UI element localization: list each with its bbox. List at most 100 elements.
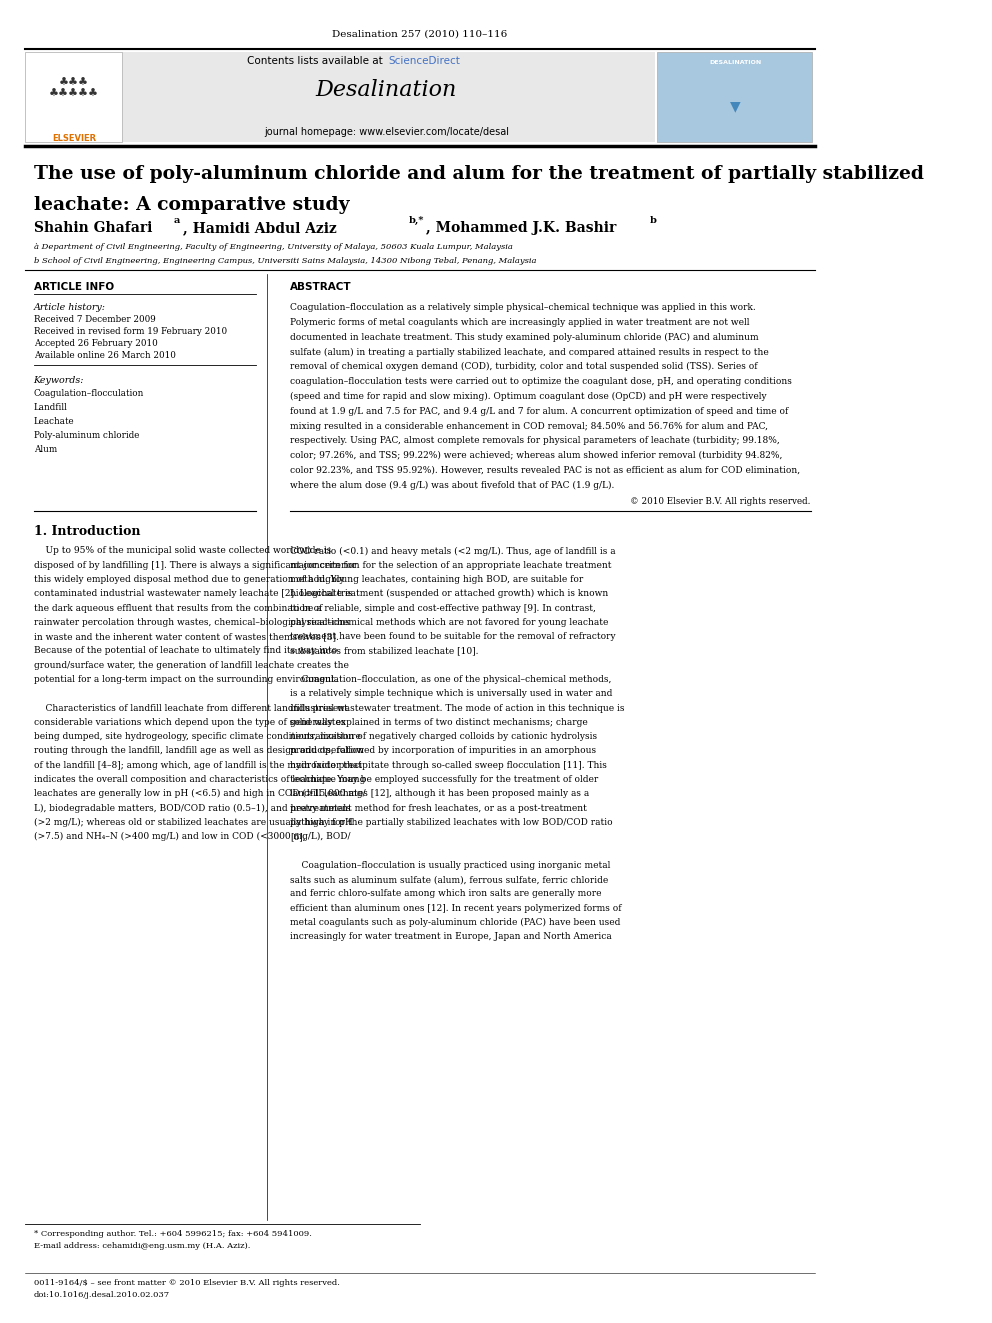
Text: ▼: ▼: [730, 99, 740, 114]
Text: L), biodegradable matters, BOD/COD ratio (0.5–1), and heavy metals: L), biodegradable matters, BOD/COD ratio…: [34, 803, 350, 812]
Text: Coagulation–flocculation, as one of the physical–chemical methods,: Coagulation–flocculation, as one of the …: [290, 675, 611, 684]
Text: treatment have been found to be suitable for the removal of refractory: treatment have been found to be suitable…: [290, 632, 615, 642]
Text: Coagulation–flocculation: Coagulation–flocculation: [34, 389, 144, 398]
Text: coagulation–flocculation tests were carried out to optimize the coagulant dose, : coagulation–flocculation tests were carr…: [290, 377, 792, 386]
Text: substances from stabilized leachate [10].: substances from stabilized leachate [10]…: [290, 647, 478, 655]
FancyBboxPatch shape: [657, 52, 812, 142]
Text: Polymeric forms of metal coagulants which are increasingly applied in water trea: Polymeric forms of metal coagulants whic…: [290, 318, 749, 327]
Text: ABSTRACT: ABSTRACT: [290, 282, 351, 292]
Text: physical–chemical methods which are not favored for young leachate: physical–chemical methods which are not …: [290, 618, 608, 627]
Text: metal coagulants such as poly-aluminum chloride (PAC) have been used: metal coagulants such as poly-aluminum c…: [290, 918, 620, 927]
Text: industrial wastewater treatment. The mode of action in this technique is: industrial wastewater treatment. The mod…: [290, 704, 624, 713]
Text: being dumped, site hydrogeology, specific climate conditions, moisture: being dumped, site hydrogeology, specifi…: [34, 732, 360, 741]
Text: potential for a long-term impact on the surrounding environment.: potential for a long-term impact on the …: [34, 675, 337, 684]
Text: Available online 26 March 2010: Available online 26 March 2010: [34, 351, 176, 360]
Text: Received 7 December 2009: Received 7 December 2009: [34, 315, 156, 324]
Text: Characteristics of landfill leachate from different landfills present: Characteristics of landfill leachate fro…: [34, 704, 347, 713]
Text: Shahin Ghafari: Shahin Ghafari: [34, 221, 157, 235]
Text: (>2 mg/L); whereas old or stabilized leachates are usually high in pH: (>2 mg/L); whereas old or stabilized lea…: [34, 818, 352, 827]
Text: rainwater percolation through wastes, chemical–biological reactions: rainwater percolation through wastes, ch…: [34, 618, 349, 627]
Text: generally explained in terms of two distinct mechanisms; charge: generally explained in terms of two dist…: [290, 718, 587, 726]
FancyBboxPatch shape: [122, 52, 656, 142]
Text: and ferric chloro-sulfate among which iron salts are generally more: and ferric chloro-sulfate among which ir…: [290, 889, 601, 898]
FancyBboxPatch shape: [25, 52, 122, 142]
Text: b,*: b,*: [409, 216, 425, 225]
Text: biological treatment (suspended or attached growth) which is known: biological treatment (suspended or attac…: [290, 589, 608, 598]
Text: disposed of by landfilling [1]. There is always a significant concern for: disposed of by landfilling [1]. There is…: [34, 561, 356, 570]
Text: Because of the potential of leachate to ultimately find its way into: Because of the potential of leachate to …: [34, 647, 337, 655]
Text: Contents lists available at: Contents lists available at: [247, 56, 387, 66]
Text: of the landfill [4–8]; among which, age of landfill is the main factor that: of the landfill [4–8]; among which, age …: [34, 761, 362, 770]
Text: Accepted 26 February 2010: Accepted 26 February 2010: [34, 339, 158, 348]
Text: Landfill: Landfill: [34, 402, 67, 411]
Text: ELSEVIER: ELSEVIER: [52, 134, 96, 143]
Text: hydroxide precipitate through so-called sweep flocculation [11]. This: hydroxide precipitate through so-called …: [290, 761, 607, 770]
Text: is a relatively simple technique which is universally used in water and: is a relatively simple technique which i…: [290, 689, 612, 699]
Text: landfill leachates [12], although it has been proposed mainly as a: landfill leachates [12], although it has…: [290, 790, 589, 798]
Text: sulfate (alum) in treating a partially stabilized leachate, and compared attaine: sulfate (alum) in treating a partially s…: [290, 348, 769, 356]
Text: products, followed by incorporation of impurities in an amorphous: products, followed by incorporation of i…: [290, 746, 596, 755]
Text: documented in leachate treatment. This study examined poly-aluminum chloride (PA: documented in leachate treatment. This s…: [290, 332, 759, 341]
Text: Desalination 257 (2010) 110–116: Desalination 257 (2010) 110–116: [332, 29, 508, 38]
Text: (speed and time for rapid and slow mixing). Optimum coagulant dose (OpCD) and pH: (speed and time for rapid and slow mixin…: [290, 392, 767, 401]
Text: pretreatment method for fresh leachates, or as a post-treatment: pretreatment method for fresh leachates,…: [290, 803, 586, 812]
Text: Coagulation–flocculation as a relatively simple physical–chemical technique was : Coagulation–flocculation as a relatively…: [290, 303, 756, 312]
Text: Coagulation–flocculation is usually practiced using inorganic metal: Coagulation–flocculation is usually prac…: [290, 861, 610, 869]
Text: considerable variations which depend upon the type of solid wastes: considerable variations which depend upo…: [34, 718, 345, 726]
Text: DESALINATION: DESALINATION: [709, 60, 761, 65]
Text: Alum: Alum: [34, 445, 57, 454]
Text: mixing resulted in a considerable enhancement in COD removal; 84.50% and 56.76% : mixing resulted in a considerable enhanc…: [290, 422, 768, 430]
Text: Article history:: Article history:: [34, 303, 105, 312]
Text: ground/surface water, the generation of landfill leachate creates the: ground/surface water, the generation of …: [34, 660, 348, 669]
Text: to be a reliable, simple and cost-effective pathway [9]. In contrast,: to be a reliable, simple and cost-effect…: [290, 603, 595, 613]
Text: ♣♣♣
♣♣♣♣♣: ♣♣♣ ♣♣♣♣♣: [49, 78, 99, 99]
Text: Leachate: Leachate: [34, 417, 74, 426]
Text: method. Young leachates, containing high BOD, are suitable for: method. Young leachates, containing high…: [290, 576, 583, 583]
Text: The use of poly-aluminum chloride and alum for the treatment of partially stabil: The use of poly-aluminum chloride and al…: [34, 165, 924, 184]
Text: 1. Introduction: 1. Introduction: [34, 525, 140, 538]
Text: E-mail address: cehamidi@eng.usm.my (H.A. Aziz).: E-mail address: cehamidi@eng.usm.my (H.A…: [34, 1242, 250, 1250]
Text: major criterion for the selection of an appropriate leachate treatment: major criterion for the selection of an …: [290, 561, 611, 570]
Text: removal of chemical oxygen demand (COD), turbidity, color and total suspended so: removal of chemical oxygen demand (COD),…: [290, 363, 757, 372]
Text: b: b: [650, 216, 657, 225]
Text: leachate: A comparative study: leachate: A comparative study: [34, 196, 349, 214]
Text: ScienceDirect: ScienceDirect: [388, 56, 460, 66]
Text: doi:10.1016/j.desal.2010.02.037: doi:10.1016/j.desal.2010.02.037: [34, 1291, 170, 1299]
Text: b School of Civil Engineering, Engineering Campus, Universiti Sains Malaysia, 14: b School of Civil Engineering, Engineeri…: [34, 257, 536, 265]
Text: à Department of Civil Engineering, Faculty of Engineering, University of Malaya,: à Department of Civil Engineering, Facul…: [34, 243, 513, 251]
Text: , Mohammed J.K. Bashir: , Mohammed J.K. Bashir: [426, 221, 621, 235]
Text: 0011-9164/$ – see front matter © 2010 Elsevier B.V. All rights reserved.: 0011-9164/$ – see front matter © 2010 El…: [34, 1279, 339, 1287]
Text: respectively. Using PAC, almost complete removals for physical parameters of lea: respectively. Using PAC, almost complete…: [290, 437, 780, 446]
Text: pathway for the partially stabilized leachates with low BOD/COD ratio: pathway for the partially stabilized lea…: [290, 818, 612, 827]
Text: a: a: [174, 216, 181, 225]
Text: increasingly for water treatment in Europe, Japan and North America: increasingly for water treatment in Euro…: [290, 933, 611, 941]
Text: © 2010 Elsevier B.V. All rights reserved.: © 2010 Elsevier B.V. All rights reserved…: [630, 497, 810, 505]
Text: technique may be employed successfully for the treatment of older: technique may be employed successfully f…: [290, 775, 598, 785]
Text: the dark aqueous effluent that results from the combination of: the dark aqueous effluent that results f…: [34, 603, 322, 613]
Text: Poly-aluminum chloride: Poly-aluminum chloride: [34, 430, 139, 439]
Text: Received in revised form 19 February 2010: Received in revised form 19 February 201…: [34, 327, 227, 336]
Text: , Hamidi Abdul Aziz: , Hamidi Abdul Aziz: [184, 221, 342, 235]
Text: Up to 95% of the municipal solid waste collected worldwide is: Up to 95% of the municipal solid waste c…: [34, 546, 331, 556]
Text: (>7.5) and NH₄–N (>400 mg/L) and low in COD (<3000 mg/L), BOD/: (>7.5) and NH₄–N (>400 mg/L) and low in …: [34, 832, 350, 841]
Text: salts such as aluminum sulfate (alum), ferrous sulfate, ferric chloride: salts such as aluminum sulfate (alum), f…: [290, 875, 608, 884]
Text: Keywords:: Keywords:: [34, 376, 84, 385]
Text: efficient than aluminum ones [12]. In recent years polymerized forms of: efficient than aluminum ones [12]. In re…: [290, 904, 621, 913]
Text: * Corresponding author. Tel.: +604 5996215; fax: +604 5941009.: * Corresponding author. Tel.: +604 59962…: [34, 1230, 311, 1238]
Text: contaminated industrial wastewater namely leachate [2]. Leachate is: contaminated industrial wastewater namel…: [34, 589, 352, 598]
Text: ARTICLE INFO: ARTICLE INFO: [34, 282, 114, 292]
Text: color; 97.26%, and TSS; 99.22%) were achieved; whereas alum showed inferior remo: color; 97.26%, and TSS; 99.22%) were ach…: [290, 451, 782, 460]
Text: in waste and the inherent water content of wastes themselves [3].: in waste and the inherent water content …: [34, 632, 338, 642]
Text: this widely employed disposal method due to generation of a highly: this widely employed disposal method due…: [34, 576, 344, 583]
Text: journal homepage: www.elsevier.com/locate/desal: journal homepage: www.elsevier.com/locat…: [264, 127, 509, 138]
Text: routing through the landfill, landfill age as well as design and operation: routing through the landfill, landfill a…: [34, 746, 364, 755]
Text: indicates the overall composition and characteristics of leachate. Young: indicates the overall composition and ch…: [34, 775, 365, 785]
Text: [6].: [6].: [290, 832, 306, 841]
Text: color 92.23%, and TSS 95.92%). However, results revealed PAC is not as efficient: color 92.23%, and TSS 95.92%). However, …: [290, 466, 800, 475]
Text: leachates are generally low in pH (<6.5) and high in COD (>15,000 mg/: leachates are generally low in pH (<6.5)…: [34, 790, 365, 798]
Text: Desalination: Desalination: [315, 79, 457, 102]
Text: found at 1.9 g/L and 7.5 for PAC, and 9.4 g/L and 7 for alum. A concurrent optim: found at 1.9 g/L and 7.5 for PAC, and 9.…: [290, 406, 788, 415]
Text: COD ratio (<0.1) and heavy metals (<2 mg/L). Thus, age of landfill is a: COD ratio (<0.1) and heavy metals (<2 mg…: [290, 546, 615, 556]
Text: where the alum dose (9.4 g/L) was about fivefold that of PAC (1.9 g/L).: where the alum dose (9.4 g/L) was about …: [290, 480, 614, 490]
Text: neutralization of negatively charged colloids by cationic hydrolysis: neutralization of negatively charged col…: [290, 732, 597, 741]
